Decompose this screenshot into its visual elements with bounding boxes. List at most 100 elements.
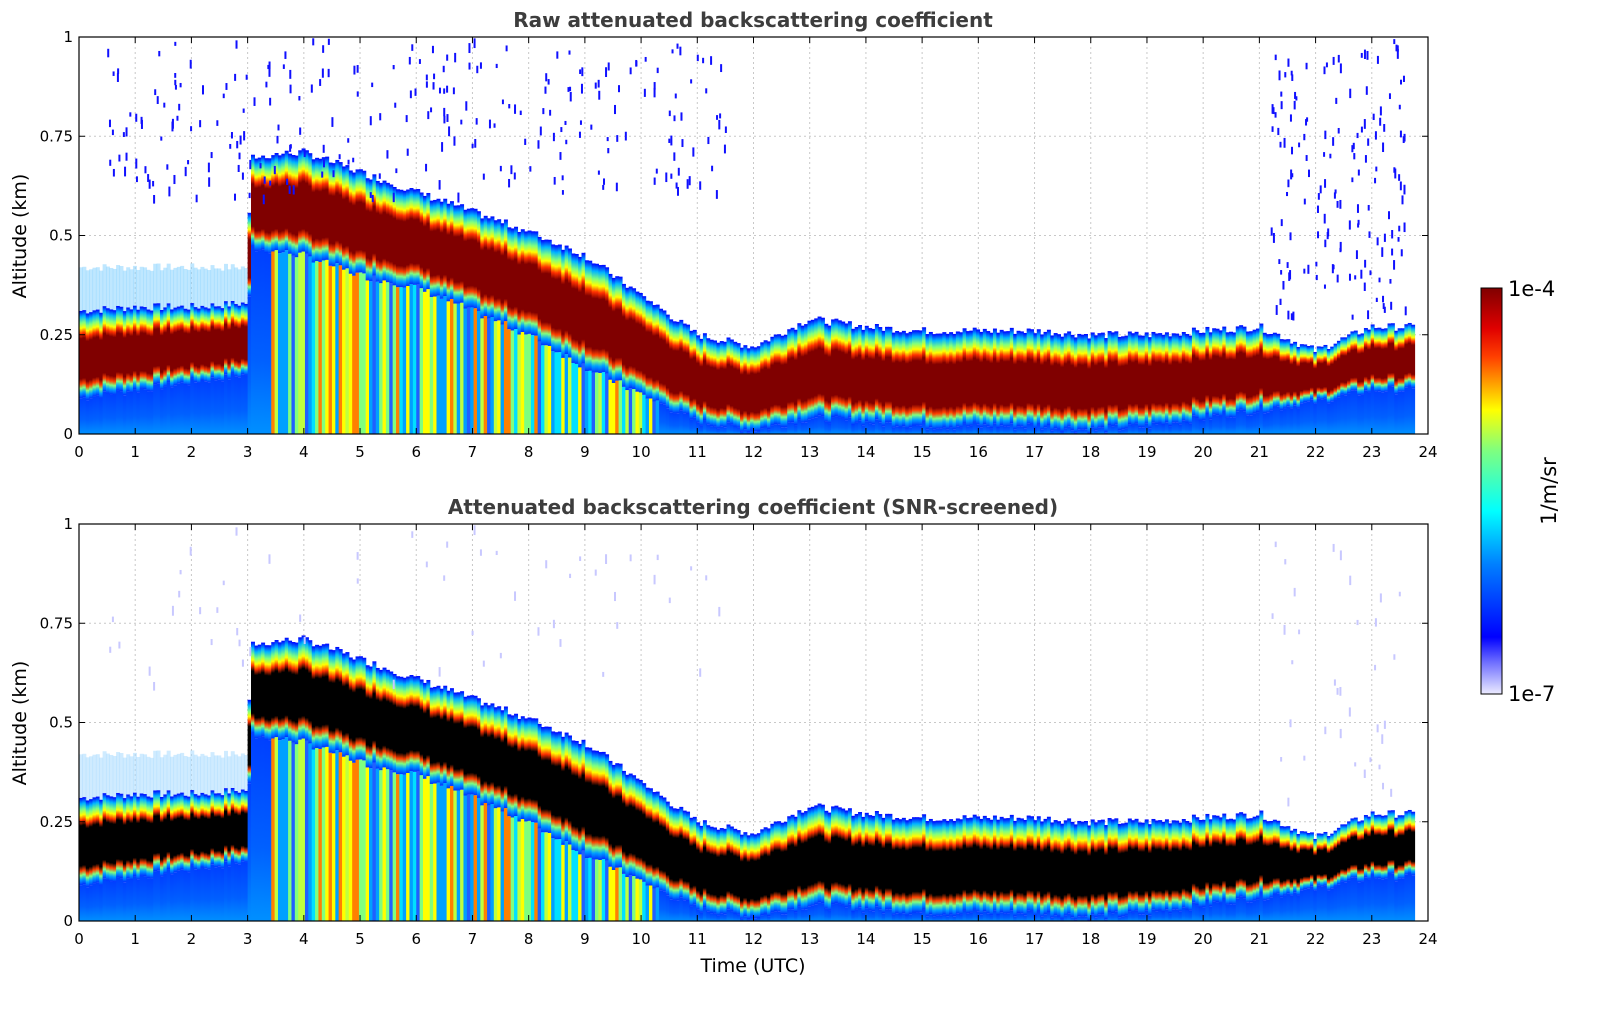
below-cloud-column [126,391,131,434]
below-cloud-column [1313,890,1318,921]
noise-speck [1334,189,1337,194]
rain-column [483,802,488,921]
below-cloud-column [864,421,869,434]
cloud-column [132,792,137,877]
rain-column [358,272,363,434]
upper-haze [153,750,158,791]
below-cloud-column [1006,913,1011,921]
cloud-column [581,252,586,364]
x-tick-label: 4 [299,930,309,948]
cloud-column [1272,332,1277,408]
cloud-column [325,156,330,260]
below-cloud-column [1009,910,1014,921]
noise-speck [1339,728,1342,739]
below-cloud-column [1282,895,1287,921]
noise-speck [1383,720,1386,729]
noise-speck [411,44,414,51]
cloud-column [753,347,758,432]
cloud-column [389,671,394,771]
noise-speck [179,569,182,575]
rain-column [530,335,535,434]
noise-speck [1374,618,1377,627]
noise-speck [1349,88,1352,99]
noise-speck [668,138,671,143]
cloud-column [328,162,333,266]
below-cloud-column [207,382,212,434]
cloud-column [554,732,559,840]
cloud-column [186,796,191,873]
noise-speck [356,91,359,97]
cloud-column [790,327,795,423]
cloud-column [1063,820,1068,916]
below-cloud-column [136,879,141,921]
rain-column [281,252,286,434]
cloud-column [112,310,117,395]
below-cloud-column [186,385,191,434]
noise-speck [675,182,678,189]
noise-speck [1360,269,1363,279]
cloud-column [706,825,711,912]
cloud-column [760,342,765,429]
cloud-column [321,157,326,261]
cloud-column [358,656,363,760]
noise-speck [1391,248,1394,256]
cloud-column [841,808,846,906]
noise-speck [454,52,457,63]
below-cloud-column [831,904,836,921]
noise-speck [723,144,726,154]
below-cloud-column [153,871,158,921]
below-cloud-column [699,425,704,434]
below-cloud-column [1033,428,1038,434]
noise-speck [1275,305,1278,315]
below-cloud-column [1161,424,1166,434]
below-cloud-column [1333,886,1338,921]
rain-column [618,867,623,921]
rain-column [463,308,468,434]
below-cloud-column [1094,917,1099,921]
cloud-column [1360,333,1365,395]
noise-speck [208,177,211,187]
below-cloud-column [136,392,141,434]
below-cloud-column [945,916,950,921]
x-tick-label: 22 [1306,930,1325,948]
noise-speck [1401,195,1404,205]
below-cloud-column [659,403,664,434]
x-tick-label: 6 [411,443,421,461]
cloud-column [564,732,569,842]
rain-column [490,804,495,921]
below-cloud-column [254,738,259,921]
below-cloud-column [797,906,802,921]
noise-speck [644,56,647,62]
cloud-column [1171,333,1176,423]
noise-speck [529,166,532,172]
below-cloud-column [166,869,171,921]
rain-column [304,740,309,921]
cloud-column [756,346,761,432]
cloud-column [901,817,906,914]
cloud-column [773,821,778,912]
below-cloud-column [1212,901,1217,921]
cloud-column [709,339,714,427]
cloud-column [281,153,286,253]
below-cloud-column [1229,417,1233,434]
cloud-column [446,203,451,302]
noise-speck [230,132,233,139]
rain-column [554,352,559,434]
below-cloud-column [858,907,863,921]
below-cloud-column [1114,424,1119,434]
cloud-column [1043,818,1048,915]
noise-speck [168,186,171,197]
below-cloud-column [1306,888,1311,921]
rain-column [422,291,427,434]
cloud-column [1357,334,1362,396]
below-cloud-column [756,918,761,921]
cloud-column [1087,338,1092,434]
x-tick-label: 8 [524,930,534,948]
below-cloud-column [1057,916,1061,921]
x-tick-label: 0 [74,930,84,948]
cloud-column [79,797,83,886]
x-tick-label: 11 [688,443,707,461]
below-cloud-column [915,912,920,921]
below-cloud-column [1303,889,1308,921]
cloud-column [638,779,643,880]
